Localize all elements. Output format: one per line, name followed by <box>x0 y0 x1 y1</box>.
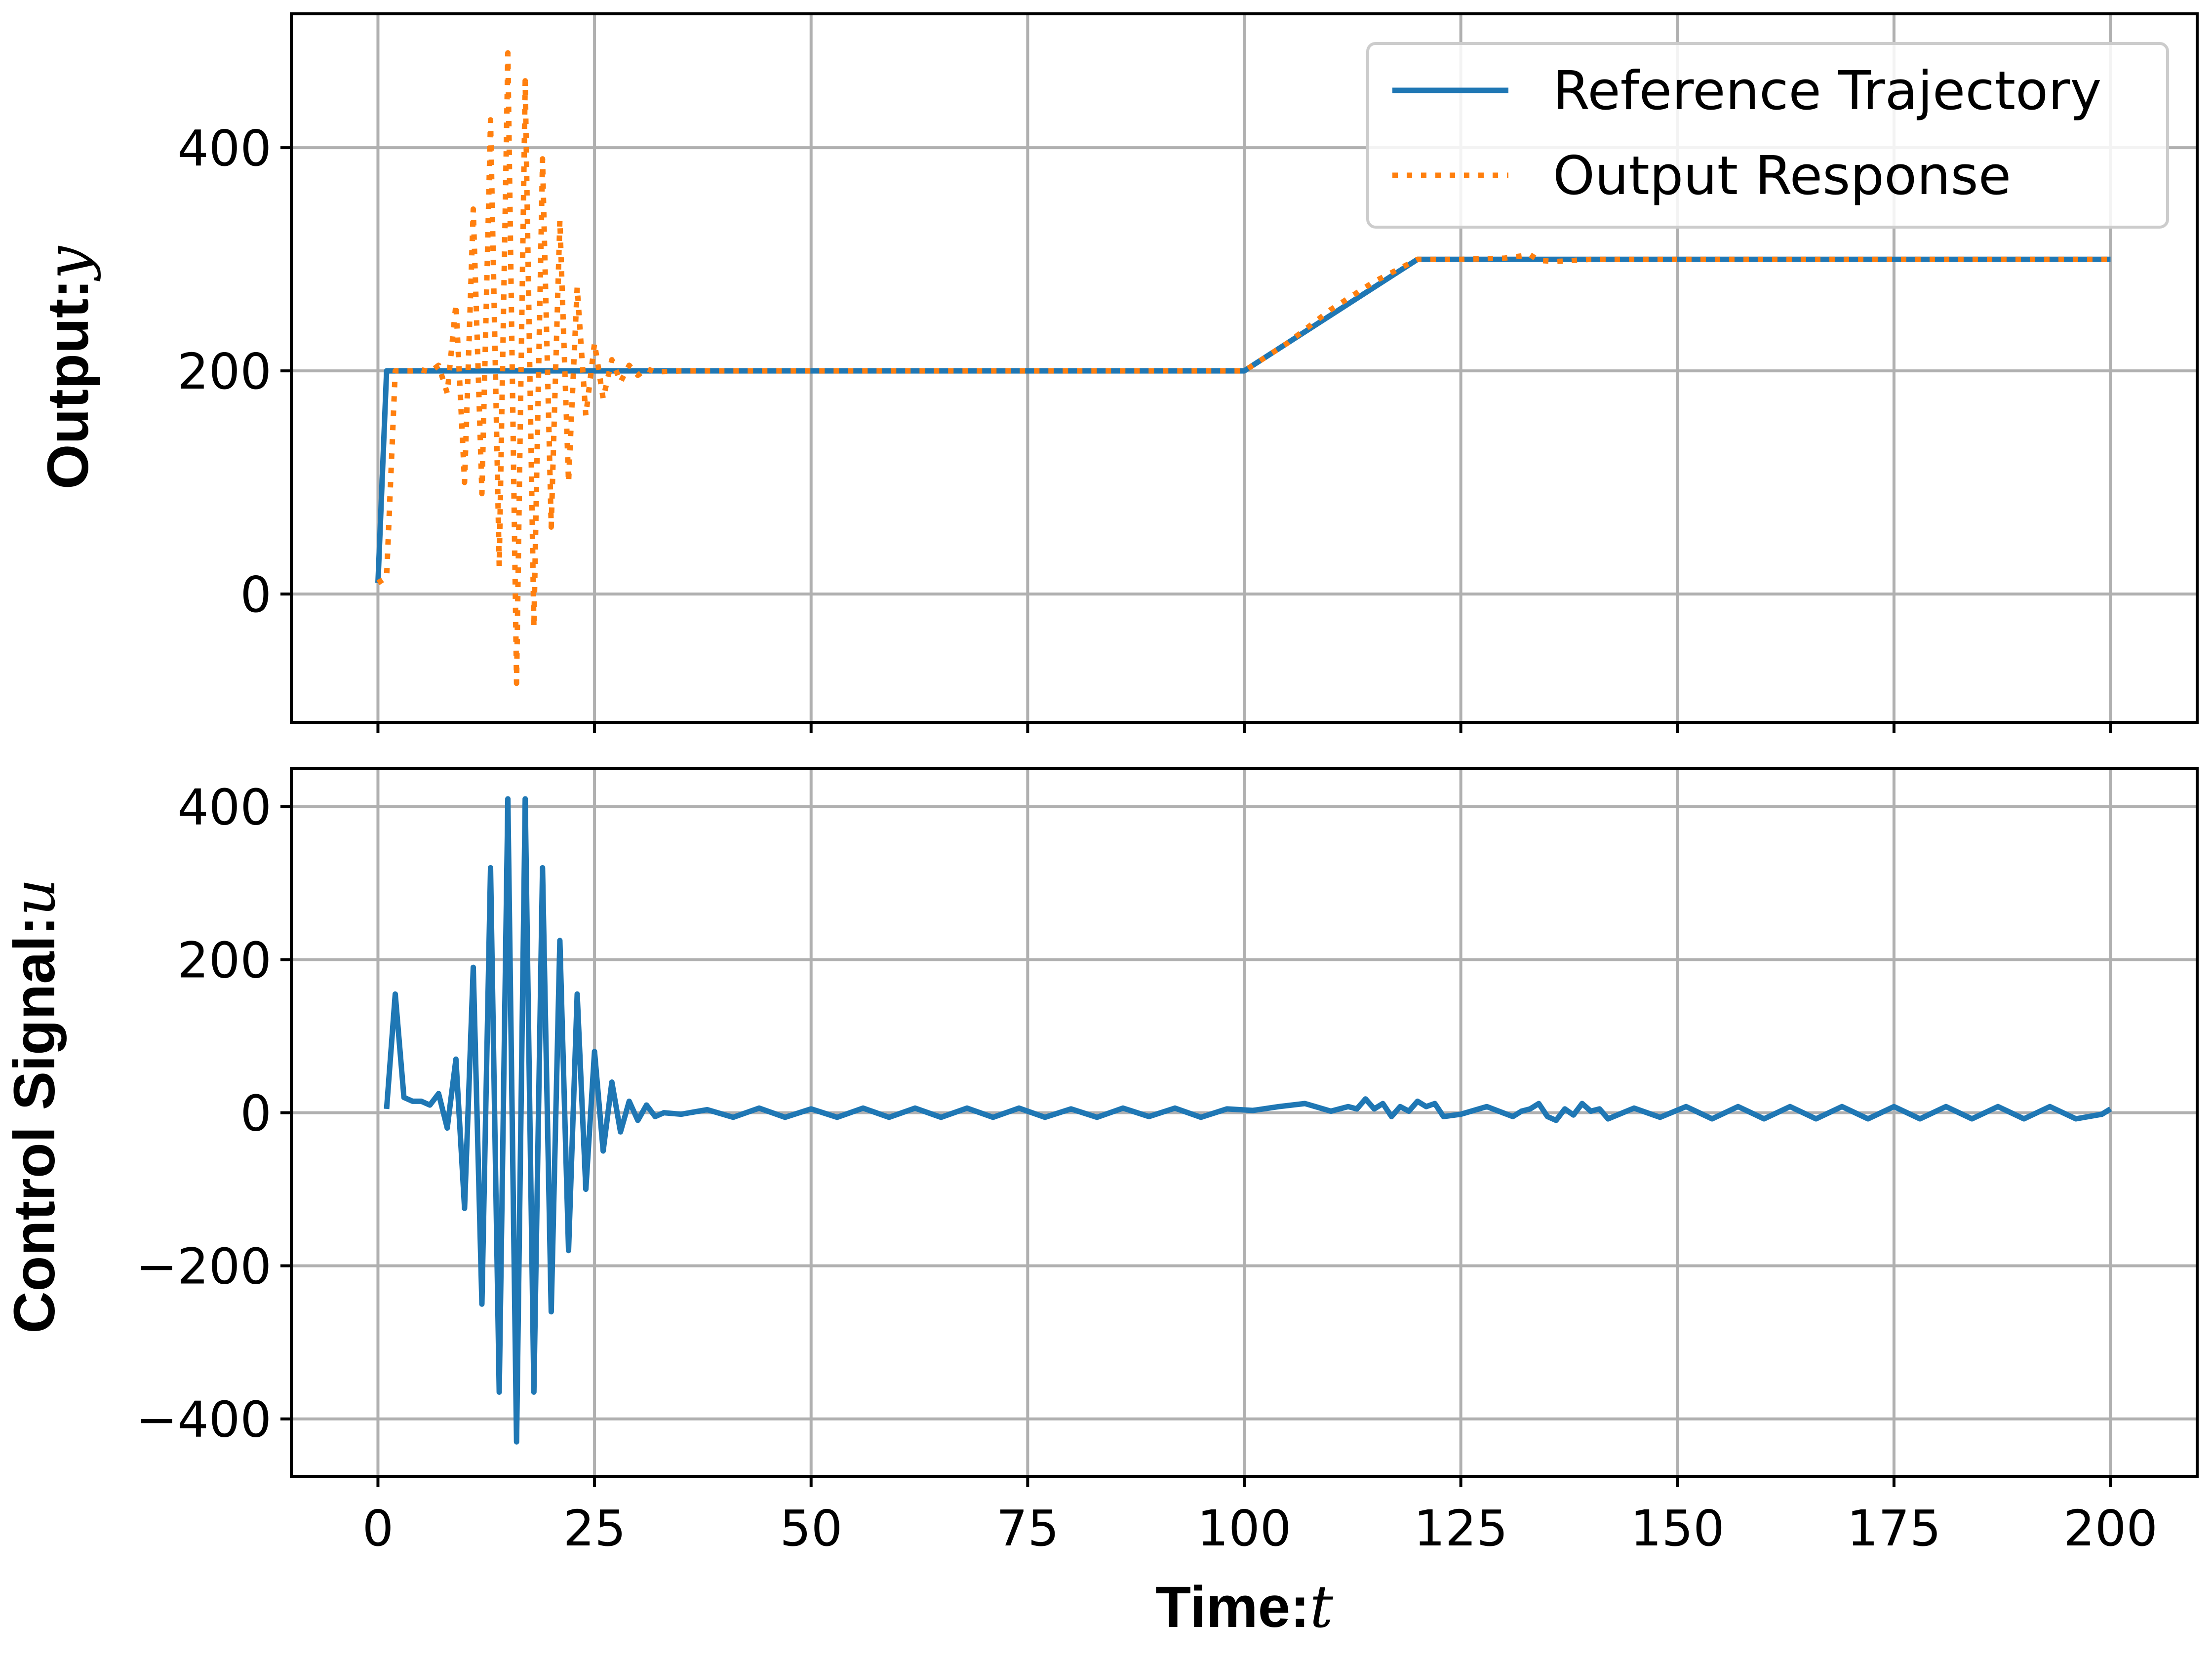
output-ticks: 0 200 400 <box>177 119 2112 733</box>
legend: Reference Trajectory Output Response <box>1366 42 2169 229</box>
control-y-tick-label: −200 <box>136 1238 272 1296</box>
legend-label-output: Output Response <box>1553 145 2011 207</box>
control-x-tick-label: 75 <box>996 1500 1059 1557</box>
control-x-tick-label: 175 <box>1847 1500 1941 1557</box>
time-x-axis-variable: t <box>1310 1573 1334 1641</box>
control-x-tick-label: 50 <box>780 1500 842 1557</box>
control-y-tick-label: 200 <box>177 932 272 989</box>
output-y-tick-label: 0 <box>240 566 272 624</box>
control-y-axis-variable: u <box>0 878 68 916</box>
control-series-layer <box>384 796 2112 1445</box>
output-y-axis-label: Output:y <box>34 245 102 489</box>
control-ticks: 0 25 50 75 100 125 150 175 200 −400 −200 0 200 400 <box>136 779 2158 1557</box>
control-y-axis-label: Control Signal:u <box>0 878 68 1334</box>
control-x-tick-label: 125 <box>1414 1500 1508 1557</box>
control-x-tick-label: 25 <box>563 1500 626 1557</box>
control-series-line-control-signal <box>384 796 2112 1445</box>
control-y-tick-label: −400 <box>136 1391 272 1449</box>
control-x-tick-label: 100 <box>1197 1500 1292 1557</box>
output-panel: 0 200 400 Reference Trajectory Output Respo… <box>34 12 2199 733</box>
control-x-tick-label: 0 <box>362 1500 394 1557</box>
control-panel: 0 25 50 75 100 125 150 175 200 −400 −200 0 200 400 Co… <box>0 767 2199 1641</box>
output-y-axis-variable: y <box>34 245 102 281</box>
control-x-tick-label: 150 <box>1630 1500 1725 1557</box>
output-series-layer <box>375 50 2111 686</box>
time-x-axis-label: Time:t <box>1155 1573 1334 1641</box>
output-y-tick-label: 400 <box>177 119 272 177</box>
control-y-tick-label: 400 <box>177 779 272 836</box>
legend-label-reference: Reference Trajectory <box>1553 60 2101 122</box>
legend-box <box>1366 42 2169 229</box>
control-y-tick-label: 0 <box>240 1085 272 1143</box>
control-x-tick-label: 200 <box>2063 1500 2158 1557</box>
output-y-tick-label: 200 <box>177 343 272 400</box>
